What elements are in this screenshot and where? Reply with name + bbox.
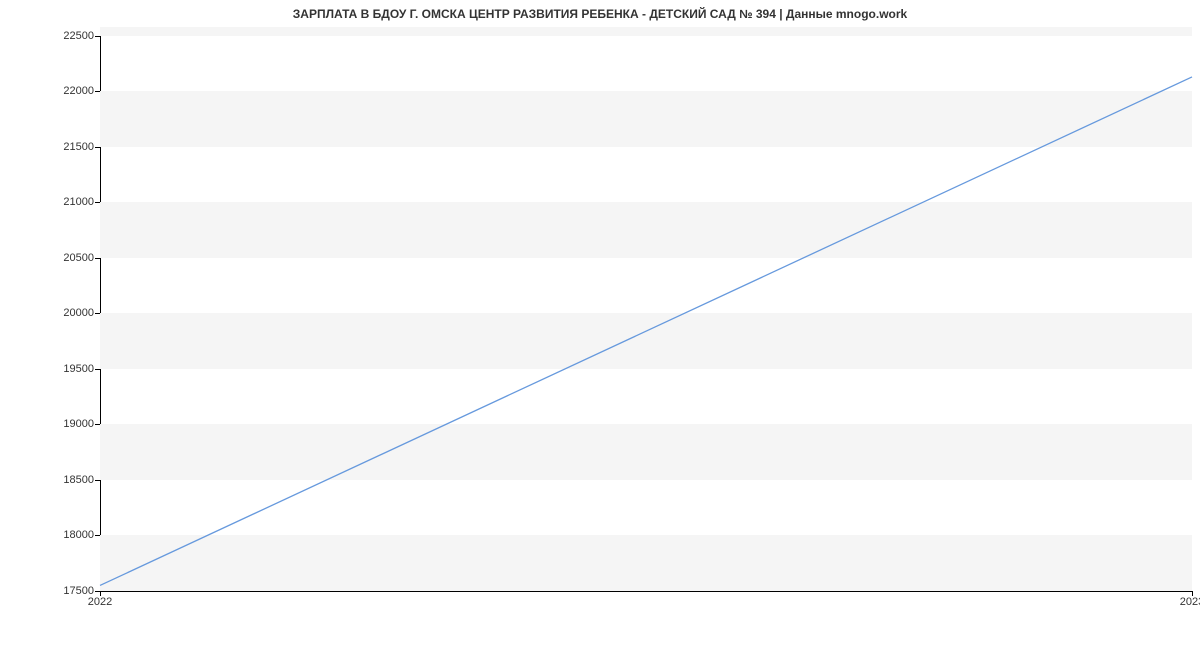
y-tick <box>95 313 100 314</box>
y-tick-label: 19000 <box>63 418 94 430</box>
x-tick-label: 2023 <box>1180 596 1200 608</box>
y-tick-label: 20500 <box>63 252 94 264</box>
y-tick <box>95 202 100 203</box>
chart-title: ЗАРПЛАТА В БДОУ Г. ОМСКА ЦЕНТР РАЗВИТИЯ … <box>0 7 1200 21</box>
y-tick-label: 20000 <box>63 307 94 319</box>
y-tick-label: 18500 <box>63 474 94 486</box>
y-tick <box>95 258 100 259</box>
y-tick-label: 21000 <box>63 196 94 208</box>
series-line <box>100 77 1192 585</box>
y-tick <box>95 36 100 37</box>
chart-line-layer <box>100 27 1192 591</box>
y-tick <box>95 147 100 148</box>
y-tick <box>95 369 100 370</box>
y-tick <box>95 535 100 536</box>
x-tick-label: 2022 <box>88 596 112 608</box>
y-tick <box>95 91 100 92</box>
x-tick <box>1192 591 1193 596</box>
y-tick-label: 19500 <box>63 363 94 375</box>
y-tick <box>95 480 100 481</box>
plot-area <box>100 27 1192 591</box>
y-tick-label: 21500 <box>63 141 94 153</box>
y-tick-label: 22000 <box>63 85 94 97</box>
y-tick-label: 22500 <box>63 30 94 42</box>
y-tick-label: 18000 <box>63 529 94 541</box>
y-tick <box>95 424 100 425</box>
x-axis-line <box>100 591 1192 592</box>
x-tick <box>100 591 101 596</box>
